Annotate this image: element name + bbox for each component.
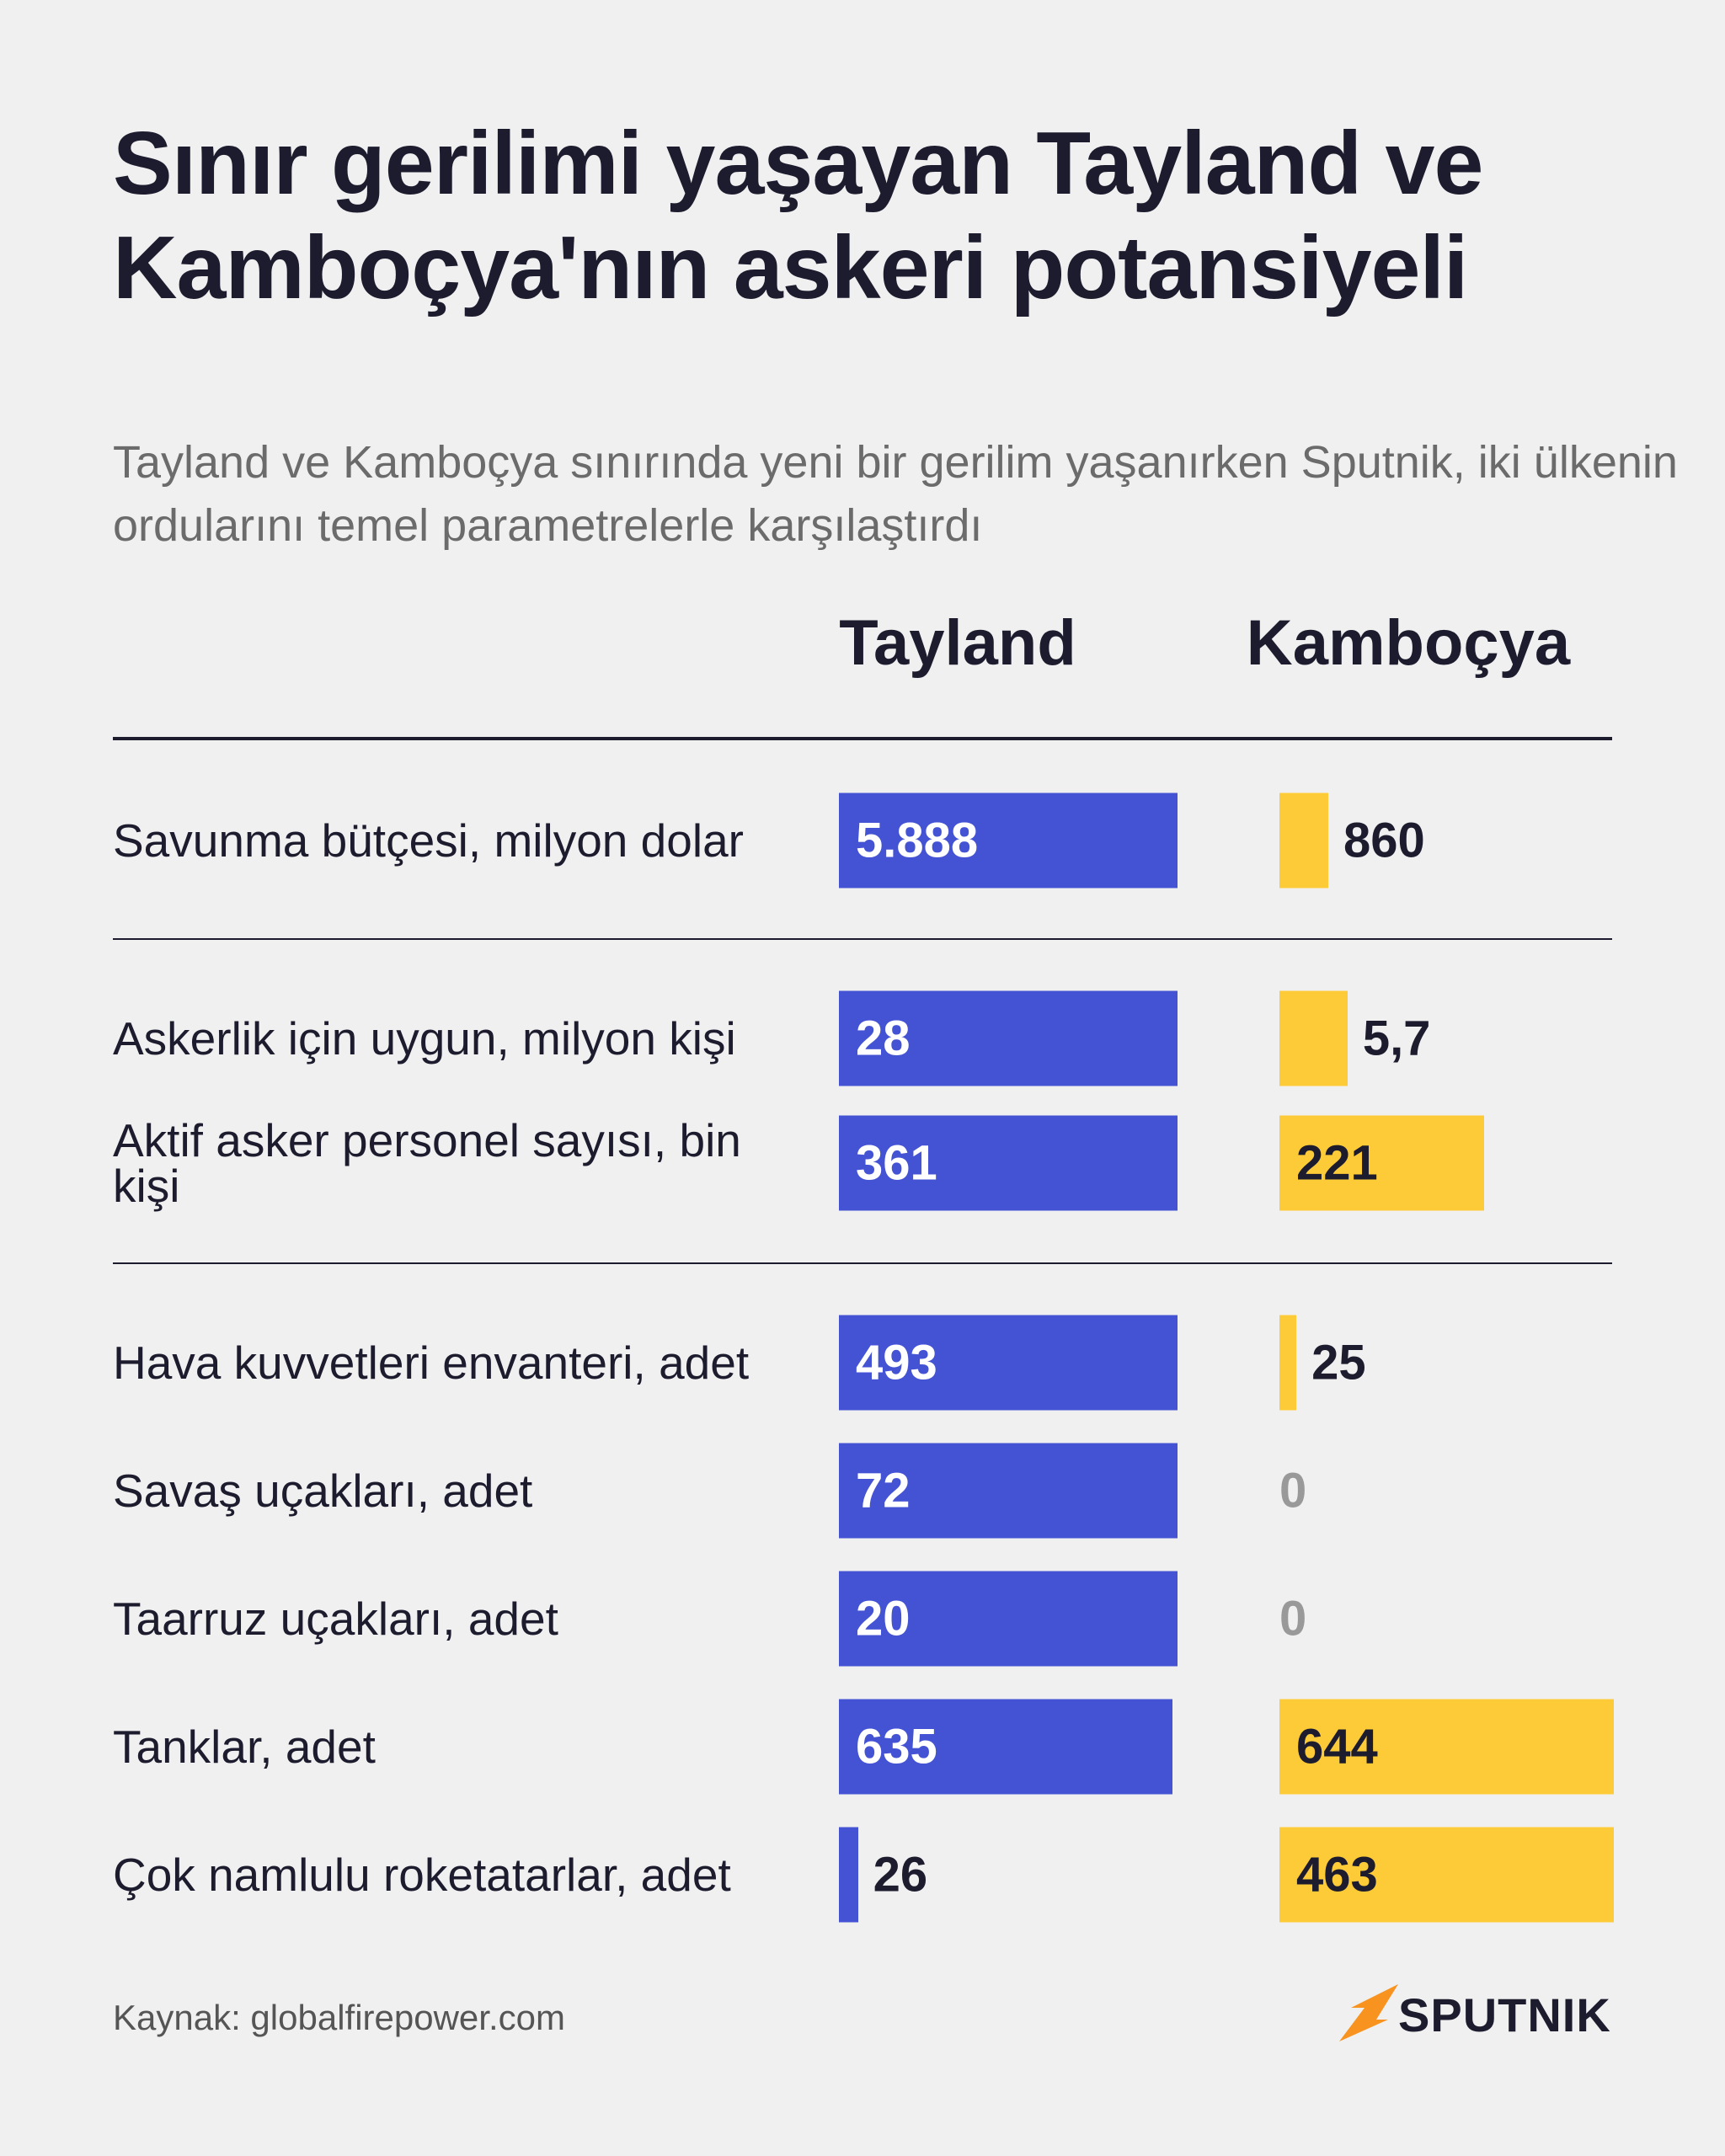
- value-label: 25: [1311, 1335, 1366, 1390]
- value-label: 493: [856, 1335, 937, 1390]
- value-label: 26: [873, 1847, 928, 1903]
- value-label: 635: [856, 1719, 937, 1774]
- bar: [1279, 1315, 1297, 1411]
- column-header: Tayland: [839, 607, 1076, 679]
- bar: [839, 1571, 1178, 1667]
- bar: [839, 792, 1178, 889]
- bar: [839, 1315, 1178, 1411]
- row-label: Taarruz uçakları, adet: [113, 1593, 558, 1645]
- value-label: 5,7: [1362, 1011, 1431, 1066]
- header-rule: [113, 737, 1612, 740]
- section-rule: [113, 1262, 1612, 1264]
- bar: [1279, 1115, 1485, 1211]
- value-label: 221: [1296, 1135, 1378, 1191]
- title: Sınır gerilimi yaşayan Tayland ve Kamboç…: [113, 114, 1483, 318]
- row-label: Savaş uçakları, adet: [113, 1465, 533, 1517]
- bar: [1279, 1699, 1614, 1795]
- value-label: 0: [1279, 1463, 1307, 1518]
- row-label: Hava kuvvetleri envanteri, adet: [113, 1337, 750, 1389]
- bar: [839, 1443, 1178, 1539]
- row-label: Çok namlulu roketatarlar, adet: [113, 1849, 731, 1901]
- value-label: 0: [1279, 1591, 1307, 1646]
- column-header: Kamboçya: [1246, 607, 1571, 679]
- value-label: 644: [1296, 1719, 1378, 1774]
- bar: [839, 1699, 1173, 1795]
- value-label: 72: [856, 1463, 911, 1518]
- value-label: 5.888: [856, 813, 979, 868]
- section-rule: [113, 938, 1612, 940]
- value-label: 361: [856, 1135, 937, 1191]
- bar: [1279, 1827, 1614, 1923]
- brand-logo: [1339, 1984, 1398, 2041]
- bar: [839, 1827, 858, 1923]
- subtitle: Tayland ve Kamboçya sınırında yeni bir g…: [113, 437, 1678, 551]
- row-label: Aktif asker personel sayısı, bin kişi: [113, 1114, 741, 1212]
- value-label: 20: [856, 1591, 911, 1646]
- value-label: 28: [856, 1011, 911, 1066]
- bar: [839, 1115, 1178, 1211]
- bar: [1279, 792, 1328, 889]
- row-label: Tanklar, adet: [113, 1721, 376, 1773]
- bar: [1279, 990, 1348, 1086]
- row-label: Askerlik için uygun, milyon kişi: [113, 1012, 736, 1065]
- row-label: Savunma bütçesi, milyon dolar: [113, 814, 744, 867]
- bar: [839, 990, 1178, 1086]
- source: Kaynak: globalfirepower.com: [113, 1998, 565, 2037]
- brand: SPUTNIK: [1398, 1988, 1611, 2041]
- value-label: 860: [1343, 813, 1425, 868]
- value-label: 463: [1296, 1847, 1378, 1903]
